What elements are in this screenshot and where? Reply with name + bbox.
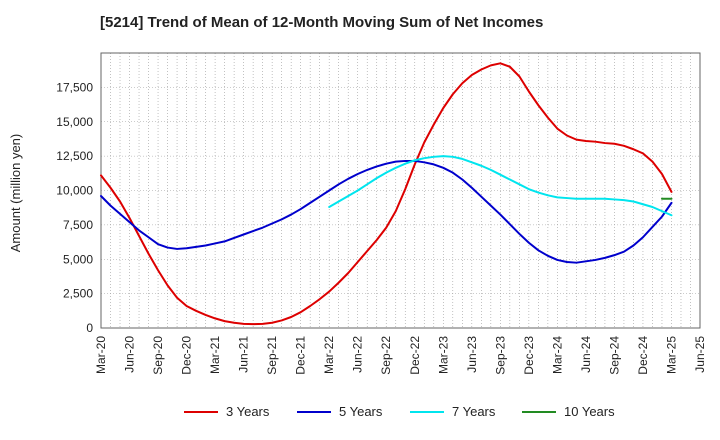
x-tick-labels: Mar-20 Jun-20 Sep-20 Dec-20 Mar-21 Jun-21 Sep-…: [94, 336, 707, 375]
x-tick-label: Sep-22: [379, 336, 393, 375]
x-tick-label: Jun-25: [693, 336, 707, 373]
legend-swatch: [297, 410, 331, 413]
y-tick-labels: 0 2,500 5,000 7,500 10,000 12,500 15,000 17,500: [56, 80, 93, 335]
x-tick-label: Jun-24: [579, 336, 593, 373]
x-tick-label: Dec-22: [408, 336, 422, 375]
x-tick-label: Mar-25: [664, 336, 678, 374]
chart-title: [5214] Trend of Mean of 12-Month Moving …: [100, 14, 544, 31]
x-tick-label: Mar-22: [322, 336, 336, 374]
legend-item: 7 Years: [410, 404, 495, 419]
legend-swatch: [184, 410, 218, 413]
x-tick-label: Jun-21: [237, 336, 251, 373]
legend-label: 5 Years: [339, 404, 383, 419]
x-tick-label: Sep-21: [265, 336, 279, 375]
x-tick-label: Dec-23: [522, 336, 536, 375]
x-tick-label: Jun-23: [465, 336, 479, 373]
x-tick-label: Jun-22: [351, 336, 365, 373]
x-tick-label: Mar-24: [550, 336, 564, 374]
x-tick-label: Jun-20: [123, 336, 137, 373]
x-tick-label: Dec-20: [180, 336, 194, 375]
grid-lines: [100, 53, 701, 329]
series-line-5-years: [100, 159, 673, 264]
x-tick-label: Dec-24: [636, 336, 650, 375]
y-tick-label: 7,500: [63, 218, 93, 232]
legend-label: 7 Years: [452, 404, 496, 419]
series-line-3-years: [100, 62, 673, 326]
x-tick-label: Sep-20: [151, 336, 165, 375]
legend-item: 10 Years: [522, 404, 615, 419]
y-tick-label: 12,500: [56, 149, 93, 163]
y-tick-label: 0: [86, 321, 93, 335]
y-tick-label: 10,000: [56, 184, 93, 198]
x-tick-label: Mar-21: [208, 336, 222, 374]
legend-item: 3 Years: [184, 404, 269, 419]
y-tick-label: 17,500: [56, 80, 93, 94]
legend: 3 Years 5 Years 7 Years 10 Years: [0, 404, 720, 426]
legend-swatch: [522, 410, 556, 413]
y-tick-label: 15,000: [56, 115, 93, 129]
x-tick-label: Sep-23: [493, 336, 507, 375]
y-tick-label: 2,500: [63, 287, 93, 301]
y-tick-label: 5,000: [63, 252, 93, 266]
plot-frame: [100, 52, 701, 329]
axes: [100, 52, 701, 329]
x-tick-label: Dec-21: [294, 336, 308, 375]
legend-item: 5 Years: [297, 404, 382, 419]
legend-label: 3 Years: [226, 404, 270, 419]
legend-swatch: [410, 410, 444, 413]
x-tick-label: Sep-24: [607, 336, 621, 375]
series-line-7-years: [328, 155, 673, 217]
series-lines: [100, 62, 673, 326]
y-axis-label: Amount (million yen): [8, 134, 23, 253]
x-tick-label: Mar-23: [436, 336, 450, 374]
x-tick-label: Mar-20: [94, 336, 108, 374]
legend-label: 10 Years: [564, 404, 615, 419]
